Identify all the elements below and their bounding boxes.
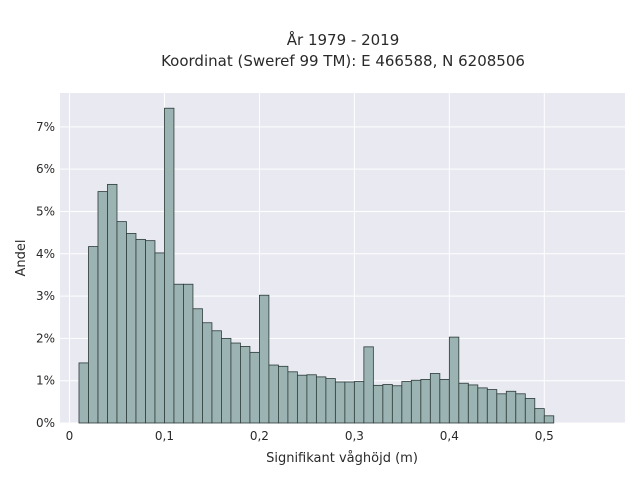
histogram-bar [183, 283, 194, 424]
histogram-bar [268, 364, 279, 424]
histogram-bar [429, 373, 441, 424]
histogram-bar [221, 337, 232, 424]
histogram-bar [401, 381, 412, 424]
x-tick-label: 0,5 [535, 429, 554, 443]
y-axis-label: Andel [14, 240, 29, 277]
histogram-bar [116, 221, 127, 424]
histogram-bar [192, 308, 203, 424]
chart-title-line-1: År 1979 - 2019 [287, 30, 400, 49]
histogram-bar [126, 233, 137, 424]
histogram-bar [534, 408, 545, 424]
histogram-bar [315, 376, 327, 424]
histogram-bar [391, 385, 403, 424]
histogram-bar [249, 351, 260, 424]
y-axis-ticks: 0% 1% 2% 3% 4% 5% 6% 7% [36, 120, 55, 430]
histogram-bar [135, 238, 146, 424]
histogram-bar [278, 365, 289, 424]
y-tick-label: 2% [36, 331, 55, 345]
y-tick-label: 0% [36, 416, 55, 430]
histogram-bar [524, 398, 536, 424]
histogram-bar [78, 362, 89, 424]
histogram-bar [97, 191, 108, 424]
histogram-bar [515, 393, 526, 424]
histogram-bar [259, 294, 270, 424]
x-axis-ticks: 0 0,1 0,2 0,3 0,4 0,5 [66, 429, 554, 443]
histogram-bar [202, 322, 213, 424]
histogram-bar [306, 374, 317, 424]
x-axis-label: Signifikant våghöjd (m) [266, 451, 418, 466]
histogram-bar [420, 379, 431, 424]
histogram-bar [448, 336, 460, 424]
x-tick-label: 0,4 [440, 429, 459, 443]
histogram-bar [543, 415, 555, 424]
histogram-bar [296, 374, 308, 424]
histogram-bar [344, 381, 355, 424]
x-tick-label: 0,2 [250, 429, 269, 443]
y-tick-label: 5% [36, 204, 55, 218]
histogram-bar [467, 384, 479, 424]
histogram-bar [211, 330, 222, 424]
histogram-bar [363, 346, 374, 424]
histogram-bar [353, 381, 365, 424]
histogram-bar [325, 378, 336, 424]
histogram-bar [240, 346, 251, 424]
x-tick-label: 0,3 [345, 429, 364, 443]
x-tick-label: 0 [66, 429, 74, 443]
bars [78, 107, 555, 424]
histogram-bar [145, 240, 156, 424]
x-tick-label: 0,1 [155, 429, 174, 443]
histogram-bar [439, 379, 450, 424]
y-tick-label: 3% [36, 289, 55, 303]
histogram-bar [486, 389, 498, 424]
histogram-bar [372, 384, 384, 424]
histogram-bar [496, 393, 507, 424]
y-tick-label: 4% [36, 247, 55, 261]
histogram-bar [164, 107, 175, 424]
y-tick-label: 6% [36, 162, 55, 176]
histogram-bar [173, 283, 184, 424]
histogram-bar [88, 246, 99, 424]
histogram-bar [230, 342, 241, 424]
histogram-bar [458, 382, 469, 424]
y-tick-label: 7% [36, 120, 55, 134]
histogram-bar [107, 183, 118, 424]
histogram-bar [505, 390, 517, 424]
histogram-bar [410, 379, 422, 424]
histogram-bar [334, 381, 346, 424]
chart-title-line-2: Koordinat (Sweref 99 TM): E 466588, N 62… [161, 52, 525, 70]
histogram-bar [287, 371, 298, 424]
y-tick-label: 1% [36, 374, 55, 388]
histogram-bar [477, 387, 488, 424]
histogram-bar [382, 384, 393, 424]
histogram-bar [154, 252, 165, 424]
